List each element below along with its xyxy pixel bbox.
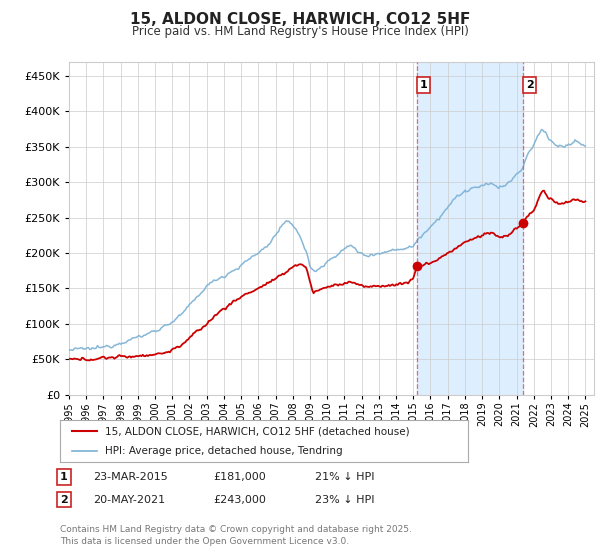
Text: 15, ALDON CLOSE, HARWICH, CO12 5HF (detached house): 15, ALDON CLOSE, HARWICH, CO12 5HF (deta… [105,426,410,436]
Text: 21% ↓ HPI: 21% ↓ HPI [315,472,374,482]
Text: 1: 1 [419,80,427,90]
Text: 20-MAY-2021: 20-MAY-2021 [93,494,165,505]
Text: 1: 1 [60,472,68,482]
Text: 23-MAR-2015: 23-MAR-2015 [93,472,168,482]
Text: HPI: Average price, detached house, Tendring: HPI: Average price, detached house, Tend… [105,446,343,456]
Text: 15, ALDON CLOSE, HARWICH, CO12 5HF: 15, ALDON CLOSE, HARWICH, CO12 5HF [130,12,470,27]
Text: 2: 2 [526,80,533,90]
Bar [417,62,523,395]
Text: Contains HM Land Registry data © Crown copyright and database right 2025.
This d: Contains HM Land Registry data © Crown c… [60,525,412,546]
Text: £181,000: £181,000 [213,472,266,482]
Text: 23% ↓ HPI: 23% ↓ HPI [315,494,374,505]
Text: Price paid vs. HM Land Registry's House Price Index (HPI): Price paid vs. HM Land Registry's House … [131,25,469,38]
Text: £243,000: £243,000 [213,494,266,505]
Text: 2: 2 [60,494,68,505]
